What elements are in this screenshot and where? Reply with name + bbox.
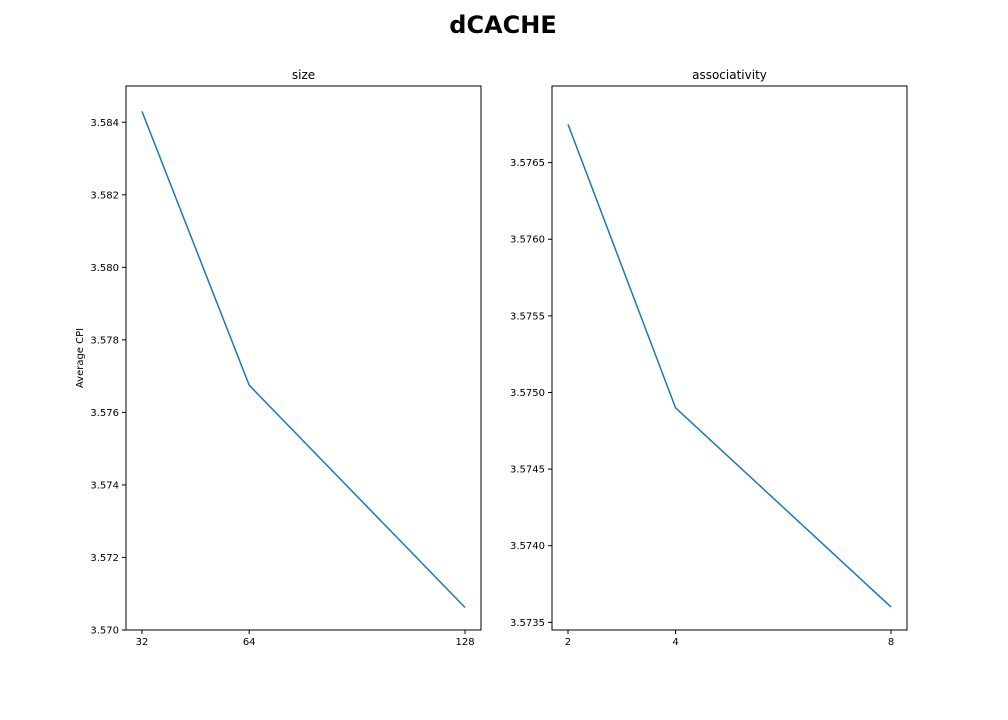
subplot-title-associativity: associativity	[692, 68, 767, 82]
y-tick-label-associativity: 3.5765	[510, 158, 545, 169]
y-tick-label-size: 3.574	[90, 480, 119, 491]
x-tick-label-size: 32	[136, 637, 149, 648]
y-tick-label-associativity: 3.5760	[510, 235, 545, 246]
x-tick-label-associativity: 4	[672, 637, 678, 648]
y-tick-label-size: 3.570	[90, 626, 119, 637]
plot-frame-associativity	[551, 85, 908, 631]
y-tick-label-associativity: 3.5745	[510, 465, 545, 476]
chart-panel-associativity: associativity 3.5735 3.5740 3.5745 3.5750 3.5…	[510, 68, 908, 648]
figure-title: dCACHE	[449, 11, 556, 39]
y-tick-label-associativity: 3.5755	[510, 311, 545, 322]
x-tick-label-size: 64	[243, 637, 256, 648]
y-tick-label-size: 3.582	[90, 190, 119, 201]
y-tick-label-size: 3.578	[90, 335, 119, 346]
y-tick-label-size: 3.572	[90, 553, 119, 564]
y-tick-label-size: 3.584	[90, 118, 119, 129]
y-tick-label-associativity: 3.5735	[510, 618, 545, 629]
y-tick-label-associativity: 3.5740	[510, 541, 545, 552]
y-tick-label-associativity: 3.5750	[510, 388, 545, 399]
chart-panel-size: size 3.570 3.572 3.574 3.576 3.578 3.580 3.582 3…	[75, 68, 482, 648]
x-tick-label-size: 128	[455, 637, 474, 648]
plot-frame-size	[125, 85, 482, 631]
y-tick-label-size: 3.576	[90, 408, 119, 419]
subplot-title-size: size	[292, 68, 315, 82]
x-tick-label-associativity: 2	[565, 637, 571, 648]
y-tick-label-size: 3.580	[90, 263, 119, 274]
x-tick-label-associativity: 8	[888, 637, 894, 648]
y-axis-label-size: Average CPI	[75, 328, 86, 388]
